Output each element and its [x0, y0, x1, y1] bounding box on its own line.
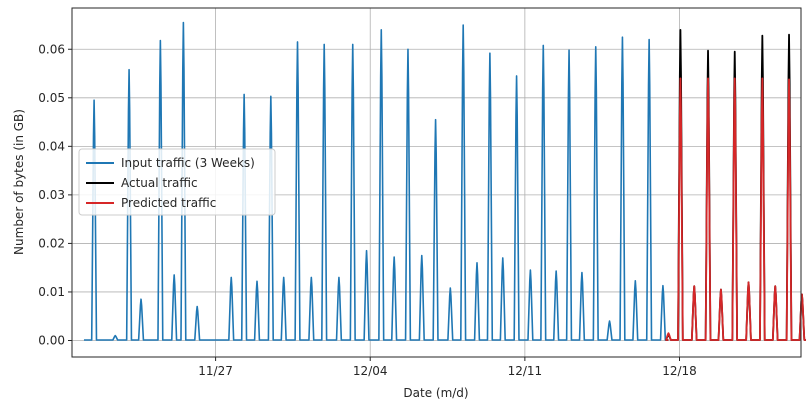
y-tick-label: 0.00	[38, 333, 65, 347]
y-tick-label: 0.02	[38, 236, 65, 250]
legend: Input traffic (3 Weeks) Actual traffic Pre…	[78, 148, 276, 216]
x-tick-label: 12/18	[662, 364, 697, 378]
y-tick-label: 0.04	[38, 139, 65, 153]
legend-label: Actual traffic	[121, 176, 198, 190]
y-tick-label: 0.01	[38, 285, 65, 299]
x-tick-label: 11/27	[198, 364, 233, 378]
legend-label: Input traffic (3 Weeks)	[121, 156, 255, 170]
y-axis-label: Number of bytes (in GB)	[12, 109, 26, 255]
legend-box	[78, 148, 276, 216]
x-tick-label: 12/04	[353, 364, 388, 378]
x-tick-label: 12/11	[508, 364, 543, 378]
x-axis: 11/27 12/04 12/11 12/18	[198, 357, 697, 378]
y-tick-label: 0.06	[38, 42, 65, 56]
y-tick-label: 0.05	[38, 91, 65, 105]
plot-frame	[71, 7, 802, 358]
x-axis-label: Date (m/d)	[403, 386, 468, 400]
y-tick-label: 0.03	[38, 188, 65, 202]
series-line	[665, 77, 806, 341]
legend-label: Predicted traffic	[121, 196, 216, 210]
y-axis: 0.00 0.01 0.02 0.03 0.04 0.05 0.06	[38, 42, 72, 347]
